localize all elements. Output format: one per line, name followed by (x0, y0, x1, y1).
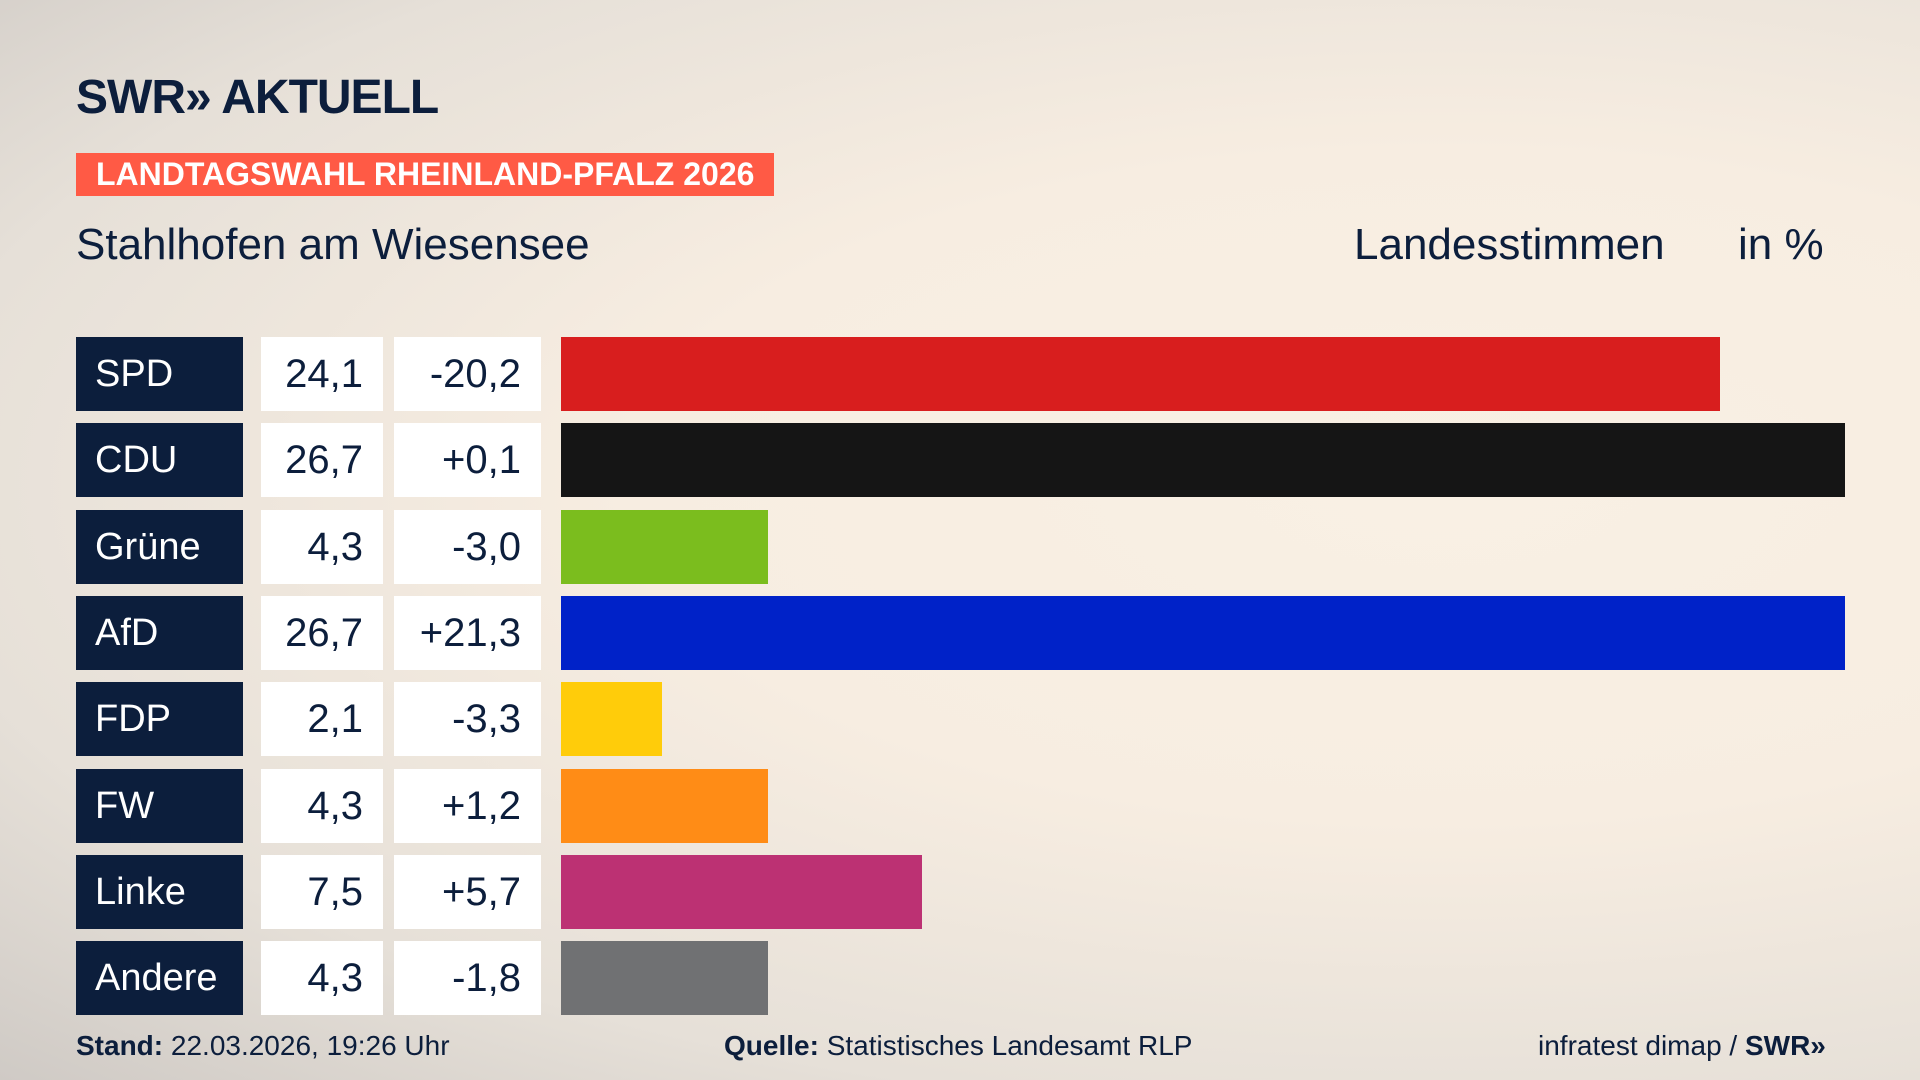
vote-share: 4,3 (261, 509, 383, 584)
stand-value: 22.03.2026, 19:26 Uhr (170, 1030, 450, 1061)
timestamp: Stand: 22.03.2026, 19:26 Uhr (76, 1030, 450, 1062)
vote-change: -1,8 (394, 941, 541, 1016)
party-name: Grüne (76, 509, 243, 584)
vote-change: -3,0 (394, 509, 541, 584)
vote-change: -3,3 (394, 682, 541, 757)
unit-label: in % (1738, 220, 1824, 269)
municipality-title: Stahlhofen am Wiesensee (76, 220, 590, 269)
swr-small-logo: SWR» (1744, 1030, 1826, 1061)
vote-change: +0,1 (394, 423, 541, 498)
bar-linke (561, 854, 922, 929)
vote-share: 7,5 (261, 854, 383, 929)
vote-share: 26,7 (261, 423, 383, 498)
stand-label: Stand: (76, 1030, 164, 1061)
source-label: Quelle: (724, 1030, 819, 1061)
vote-change: +1,2 (394, 768, 541, 843)
bar-spd (561, 337, 1720, 411)
vote-share: 24,1 (261, 337, 383, 411)
vote-share: 4,3 (261, 768, 383, 843)
bar-grüne (561, 509, 768, 584)
party-name: CDU (76, 423, 243, 498)
party-name: SPD (76, 337, 243, 411)
party-name: FW (76, 768, 243, 843)
source: Quelle: Statistisches Landesamt RLP (724, 1030, 1192, 1062)
bar-cdu (561, 423, 1845, 498)
bar-andere (561, 941, 768, 1016)
vote-share: 2,1 (261, 682, 383, 757)
credit: infratest dimap / SWR» (1538, 1030, 1826, 1062)
swr-aktuell-logo: SWR» AKTUELL (76, 71, 439, 124)
party-name: AfD (76, 595, 243, 670)
election-banner: LANDTAGSWAHL RHEINLAND-PFALZ 2026 (76, 153, 775, 196)
vote-change: +5,7 (394, 854, 541, 929)
party-name: FDP (76, 682, 243, 757)
bar-fdp (561, 682, 662, 757)
vote-change: -20,2 (394, 337, 541, 411)
vote-share: 4,3 (261, 941, 383, 1016)
bar-fw (561, 768, 768, 843)
credit-text: infratest dimap / (1538, 1030, 1745, 1061)
vote-change: +21,3 (394, 595, 541, 670)
party-name: Andere (76, 941, 243, 1016)
measure-label: Landesstimmen (1354, 220, 1665, 269)
party-name: Linke (76, 854, 243, 929)
vote-share: 26,7 (261, 595, 383, 670)
source-value: Statistisches Landesamt RLP (826, 1030, 1193, 1061)
bar-afd (561, 595, 1845, 670)
